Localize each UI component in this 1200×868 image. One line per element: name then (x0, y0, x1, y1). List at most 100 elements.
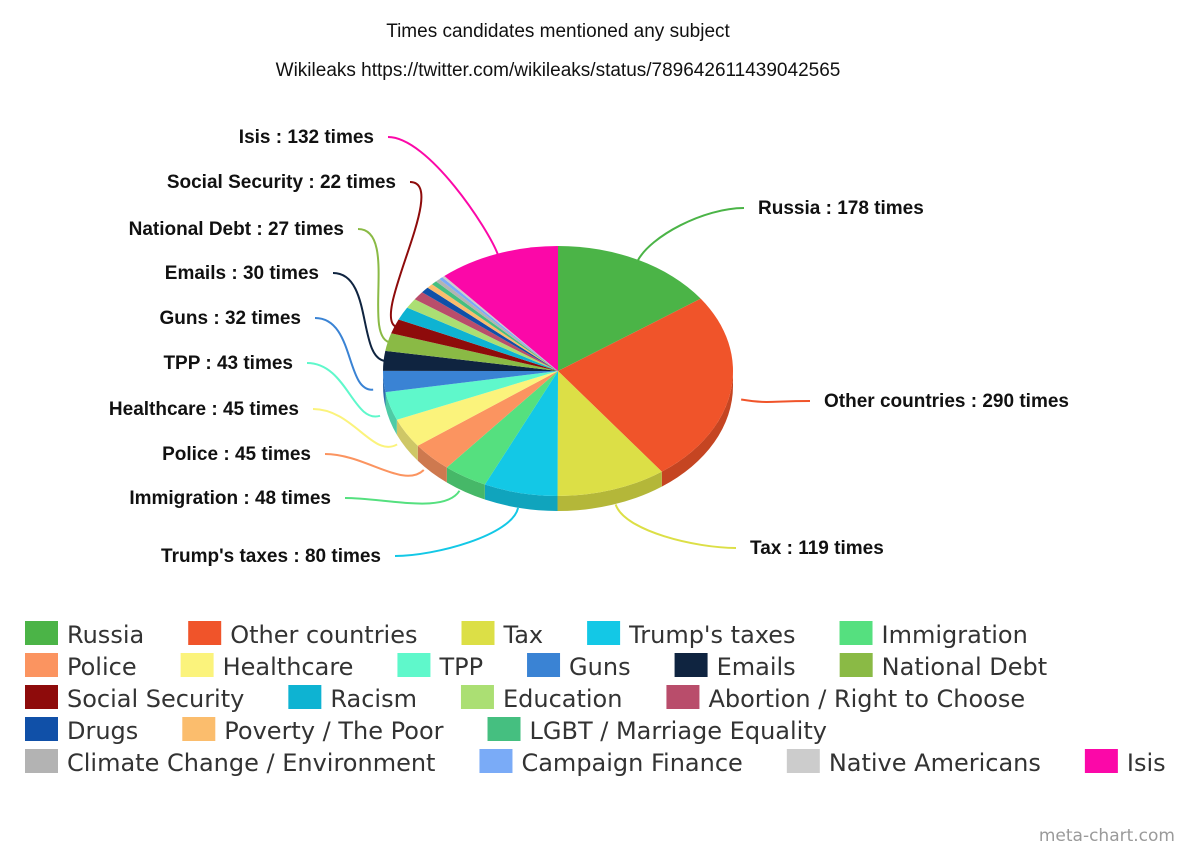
leader-line-national-debt (357, 228, 390, 344)
slice-campaign-finance (439, 277, 558, 371)
legend-label-abortion-right-to-choose: Abortion / Right to Choose (708, 685, 1025, 713)
chart-legend: Russia Other countries Tax Trump's taxes Imm… (25, 621, 1166, 777)
leader-line-tpp (306, 362, 381, 418)
slice-climate-change-environment (436, 279, 558, 371)
legend-swatch-other-countries (188, 621, 222, 645)
legend-item-tax[interactable]: Tax (461, 621, 544, 649)
legend-label-education: Education (503, 685, 622, 713)
legend-swatch-abortion-right-to-choose (666, 685, 700, 709)
leader-line-other-countries (740, 398, 811, 403)
legend-label-social-security: Social Security (67, 685, 244, 713)
legend-label-immigration: Immigration (882, 621, 1028, 649)
legend-item-poverty-the-poor[interactable]: Poverty / The Poor (182, 717, 444, 745)
legend-item-lgbt-marriage-equality[interactable]: LGBT / Marriage Equality (487, 717, 827, 745)
legend-swatch-guns (527, 653, 561, 677)
data-labels-layer: Russia : 178 times Other countries : 290 … (109, 127, 1069, 567)
slice-other-countries (558, 298, 733, 472)
legend-label-campaign-finance: Campaign Finance (521, 749, 742, 777)
legend-item-russia[interactable]: Russia (25, 621, 144, 649)
slice-side-tax (557, 471, 662, 511)
slice-side-trump-s-taxes (484, 484, 558, 511)
legend-label-national-debt: National Debt (882, 653, 1048, 681)
legend-label-tax: Tax (503, 621, 544, 649)
legend-label-police: Police (67, 653, 137, 681)
legend-swatch-drugs (25, 717, 58, 741)
legend-item-social-security[interactable]: Social Security (25, 685, 244, 713)
slice-russia (558, 246, 701, 371)
legend-item-abortion-right-to-choose[interactable]: Abortion / Right to Choose (666, 685, 1025, 713)
slice-side-other-countries (661, 371, 733, 487)
slice-social-security (391, 319, 558, 371)
data-label-police: Police : 45 times (162, 444, 311, 465)
legend-item-police[interactable]: Police (25, 653, 137, 681)
legend-label-isis: Isis (1127, 749, 1166, 777)
legend-item-drugs[interactable]: Drugs (25, 717, 138, 745)
legend-swatch-national-debt (839, 653, 873, 677)
legend-label-emails: Emails (717, 653, 796, 681)
data-label-emails: Emails : 30 times (165, 263, 319, 284)
legend-item-climate-change-environment[interactable]: Climate Change / Environment (25, 749, 435, 777)
slice-healthcare (396, 371, 558, 446)
slice-poverty-the-poor (427, 284, 558, 371)
legend-item-guns[interactable]: Guns (527, 653, 631, 681)
legend-item-emails[interactable]: Emails (674, 653, 796, 681)
legend-swatch-campaign-finance (479, 749, 513, 773)
legend-label-russia: Russia (67, 621, 144, 649)
slice-immigration (446, 371, 558, 485)
slice-isis (444, 246, 558, 371)
leader-line-emails (332, 272, 386, 362)
legend-label-drugs: Drugs (67, 717, 138, 745)
legend-item-education[interactable]: Education (460, 685, 622, 713)
legend-swatch-social-security (25, 685, 58, 709)
legend-label-tpp: TPP (438, 653, 483, 681)
leader-line-isis (387, 136, 499, 256)
legend-label-racism: Racism (330, 685, 417, 713)
slice-education (407, 299, 558, 371)
legend-label-trump-s-taxes: Trump's taxes (628, 621, 795, 649)
legend-item-healthcare[interactable]: Healthcare (180, 653, 354, 681)
slice-tax (557, 371, 662, 496)
slice-drugs (422, 287, 558, 371)
legend-item-tpp[interactable]: TPP (397, 653, 483, 681)
data-label-immigration: Immigration : 48 times (129, 488, 331, 509)
leader-line-healthcare (312, 408, 398, 448)
slice-trump-s-taxes (484, 371, 558, 496)
legend-swatch-healthcare (180, 653, 214, 677)
data-label-russia: Russia : 178 times (758, 198, 924, 219)
legend-item-national-debt[interactable]: National Debt (839, 653, 1048, 681)
slice-racism (398, 307, 558, 371)
legend-swatch-tpp (397, 653, 431, 677)
legend-swatch-tax (461, 621, 495, 645)
data-label-tpp: TPP : 43 times (163, 353, 293, 374)
slice-emails (383, 350, 558, 371)
chart-subtitle: Wikileaks https://twitter.com/wikileaks/… (276, 60, 841, 81)
legend-label-lgbt-marriage-equality: LGBT / Marriage Equality (530, 717, 827, 745)
data-label-tax: Tax : 119 times (750, 538, 884, 559)
leader-line-immigration (344, 490, 461, 505)
legend-item-campaign-finance[interactable]: Campaign Finance (479, 749, 743, 777)
slice-guns (383, 370, 558, 393)
slice-police (417, 371, 558, 468)
leader-line-guns (314, 317, 374, 391)
pie-slices-layer (383, 246, 733, 496)
legend-item-trump-s-taxes[interactable]: Trump's taxes (587, 621, 796, 649)
legend-item-other-countries[interactable]: Other countries (188, 621, 418, 649)
legend-swatch-education (460, 685, 494, 709)
leader-line-tax (614, 504, 737, 549)
credit-watermark: meta-chart.com (1039, 826, 1175, 846)
data-label-trump-s-taxes: Trump's taxes : 80 times (161, 546, 381, 567)
legend-item-immigration[interactable]: Immigration (839, 621, 1028, 649)
legend-swatch-poverty-the-poor (182, 717, 216, 741)
pie-depth-layer (383, 371, 733, 511)
data-label-other-countries: Other countries : 290 times (824, 391, 1069, 412)
legend-swatch-lgbt-marriage-equality (487, 717, 521, 741)
leader-lines-layer (306, 136, 811, 557)
data-label-isis: Isis : 132 times (239, 127, 374, 148)
legend-item-native-americans[interactable]: Native Americans (786, 749, 1041, 777)
legend-label-poverty-the-poor: Poverty / The Poor (224, 717, 443, 745)
leader-line-russia (636, 207, 745, 262)
slice-side-immigration (446, 467, 485, 500)
legend-item-racism[interactable]: Racism (288, 685, 417, 713)
legend-swatch-native-americans (786, 749, 820, 773)
legend-item-isis[interactable]: Isis (1084, 749, 1166, 777)
